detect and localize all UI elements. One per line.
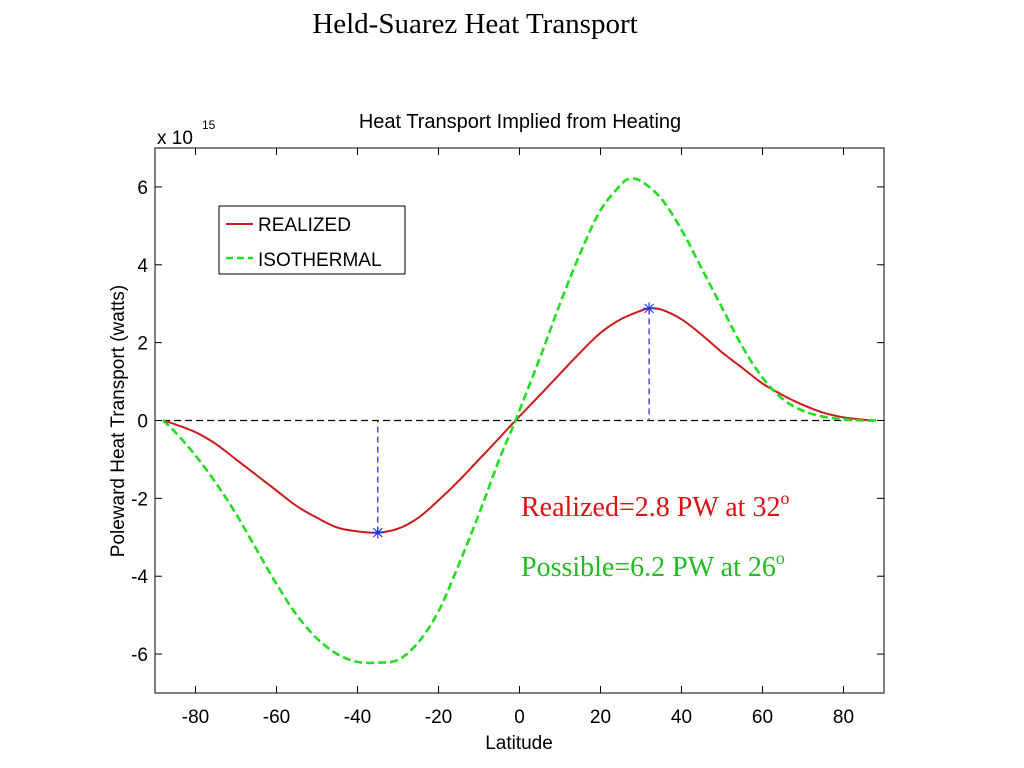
y-tick-label: 2 (137, 334, 148, 355)
y-tick-label: -4 (131, 567, 148, 588)
markers-group (371, 302, 656, 539)
slide-title: Held-Suarez Heat Transport (312, 8, 638, 40)
annotation-possible: Possible=6.2 PW at 26o (521, 548, 785, 583)
legend-label-realized: REALIZED (258, 215, 351, 236)
degree-superscript: o (780, 488, 789, 508)
x-tick-label: -20 (425, 707, 452, 728)
series-group (162, 177, 876, 665)
y-tick-label: 6 (137, 178, 148, 199)
y-tick-label: -6 (131, 645, 148, 666)
y-scale-exponent: 15 (202, 118, 216, 132)
x-tick-label: 80 (833, 707, 854, 728)
x-tick-label: 0 (514, 707, 525, 728)
x-tick-label: 40 (671, 707, 692, 728)
y-scale-factor: x 10 15 (157, 118, 216, 149)
y-axis-label: Poleward Heat Transport (watts) (108, 285, 129, 557)
y-tick-label: 0 (137, 412, 148, 433)
x-tick-label: -60 (263, 707, 290, 728)
x-tick-label: 60 (752, 707, 773, 728)
legend: REALIZED ISOTHERMAL (218, 205, 406, 275)
legend-box (218, 205, 406, 275)
asterisk-marker (371, 526, 384, 539)
x-axis-label: Latitude (485, 733, 553, 754)
legend-label-isothermal: ISOTHERMAL (258, 250, 382, 271)
y-tick-label: 4 (137, 256, 148, 277)
x-tick-label: -80 (182, 707, 209, 728)
y-tick-label: -2 (131, 489, 148, 510)
degree-superscript: o (776, 548, 785, 568)
series-line-realized (162, 307, 876, 534)
asterisk-marker (643, 302, 656, 315)
annotation-possible-text: Possible=6.2 PW at 26o (521, 548, 785, 583)
plot-title: Heat Transport Implied from Heating (359, 111, 681, 133)
x-tick-label: -40 (344, 707, 371, 728)
x-tick-label: 20 (590, 707, 611, 728)
y-scale-label: x 10 (157, 128, 193, 149)
annotation-realized-text: Realized=2.8 PW at 32o (521, 488, 789, 523)
annotation-realized: Realized=2.8 PW at 32o (521, 488, 789, 523)
